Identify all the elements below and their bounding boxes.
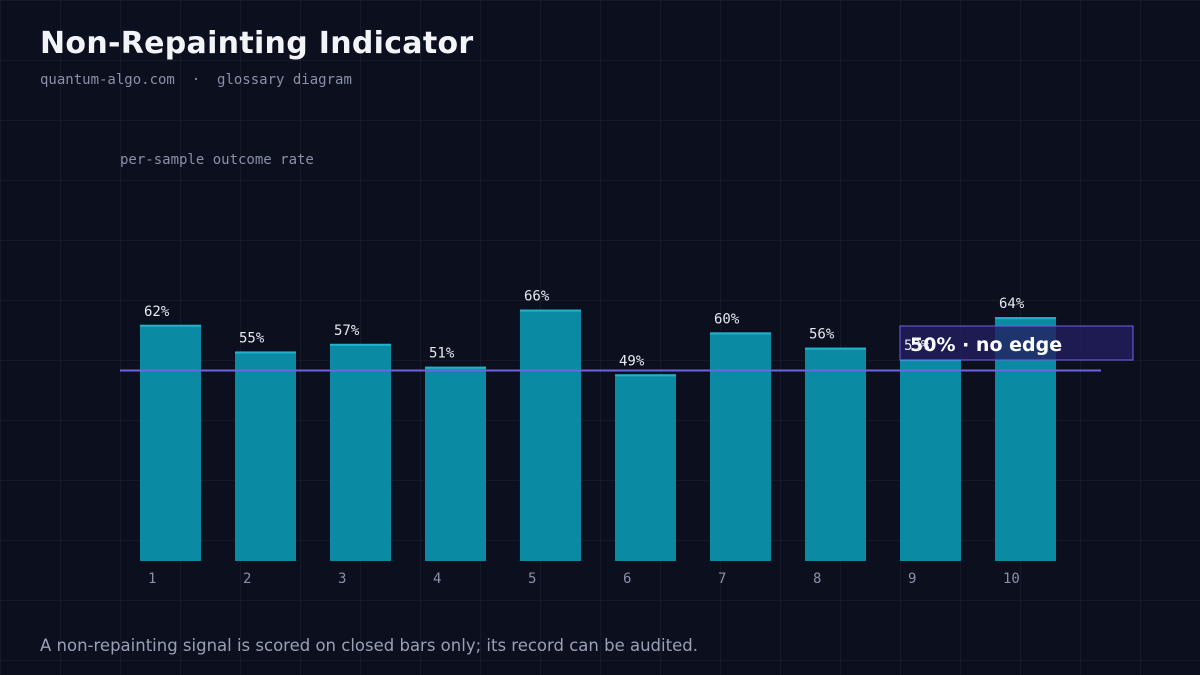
bar-top-5 [520,309,581,312]
bar-6 [615,374,676,561]
value-label-1: 62% [144,304,170,320]
value-label-7: 60% [714,311,740,327]
reference-label: 50% · no edge [910,334,1062,356]
bar-4 [425,366,486,561]
x-tick-label-6: 6 [623,571,631,587]
value-label-6: 49% [619,353,645,369]
bar-top-6 [615,374,676,377]
x-tick-label-3: 3 [338,571,346,587]
bar-1 [140,324,201,561]
bar-5 [520,309,581,561]
value-label-9: 53% [904,338,930,354]
bar-top-8 [805,347,866,350]
site-name: quantum-algo.com [40,72,175,88]
bar-9 [900,359,961,561]
bar-top-10 [995,317,1056,320]
value-label-4: 51% [429,346,455,362]
reference-layer: 50% · no edge [120,325,1134,372]
x-tick-label-5: 5 [528,571,536,587]
subtitle: quantum-algo.com · glossary diagram [40,72,352,88]
bar-top-4 [425,366,486,369]
bar-2 [235,351,296,561]
value-label-5: 66% [524,289,550,305]
x-tick-label-4: 4 [433,571,441,587]
value-label-8: 56% [809,327,835,343]
reference-label-box [899,325,1134,361]
page-title: Non-Repainting Indicator [40,26,474,61]
labels-layer: 62% 1 55% 2 57% 3 51% 4 66% 5 49% 6 60% 7 56% 8 53% 9 64% 1… [144,289,1025,587]
bar-7 [710,332,771,561]
value-label-10: 64% [999,296,1025,312]
x-tick-label-9: 9 [908,571,916,587]
x-tick-label-2: 2 [243,571,251,587]
value-label-2: 55% [239,330,265,346]
bar-top-2 [235,351,296,354]
bar-3 [330,343,391,561]
bar-top-3 [330,343,391,346]
bars-layer [140,309,1056,561]
bar-8 [805,347,866,561]
x-tick-label-8: 8 [813,571,821,587]
footer-caption: A non-repainting signal is scored on clo… [40,636,698,655]
chart-title: per-sample outcome rate [120,152,314,168]
value-label-3: 57% [334,323,360,339]
x-tick-label-10: 10 [1003,571,1020,587]
subtitle-separator: · [191,72,201,88]
bar-top-1 [140,324,201,327]
subtitle-text: glossary diagram [217,72,352,88]
x-tick-label-1: 1 [148,571,156,587]
bar-top-7 [710,332,771,335]
x-tick-label-7: 7 [718,571,726,587]
